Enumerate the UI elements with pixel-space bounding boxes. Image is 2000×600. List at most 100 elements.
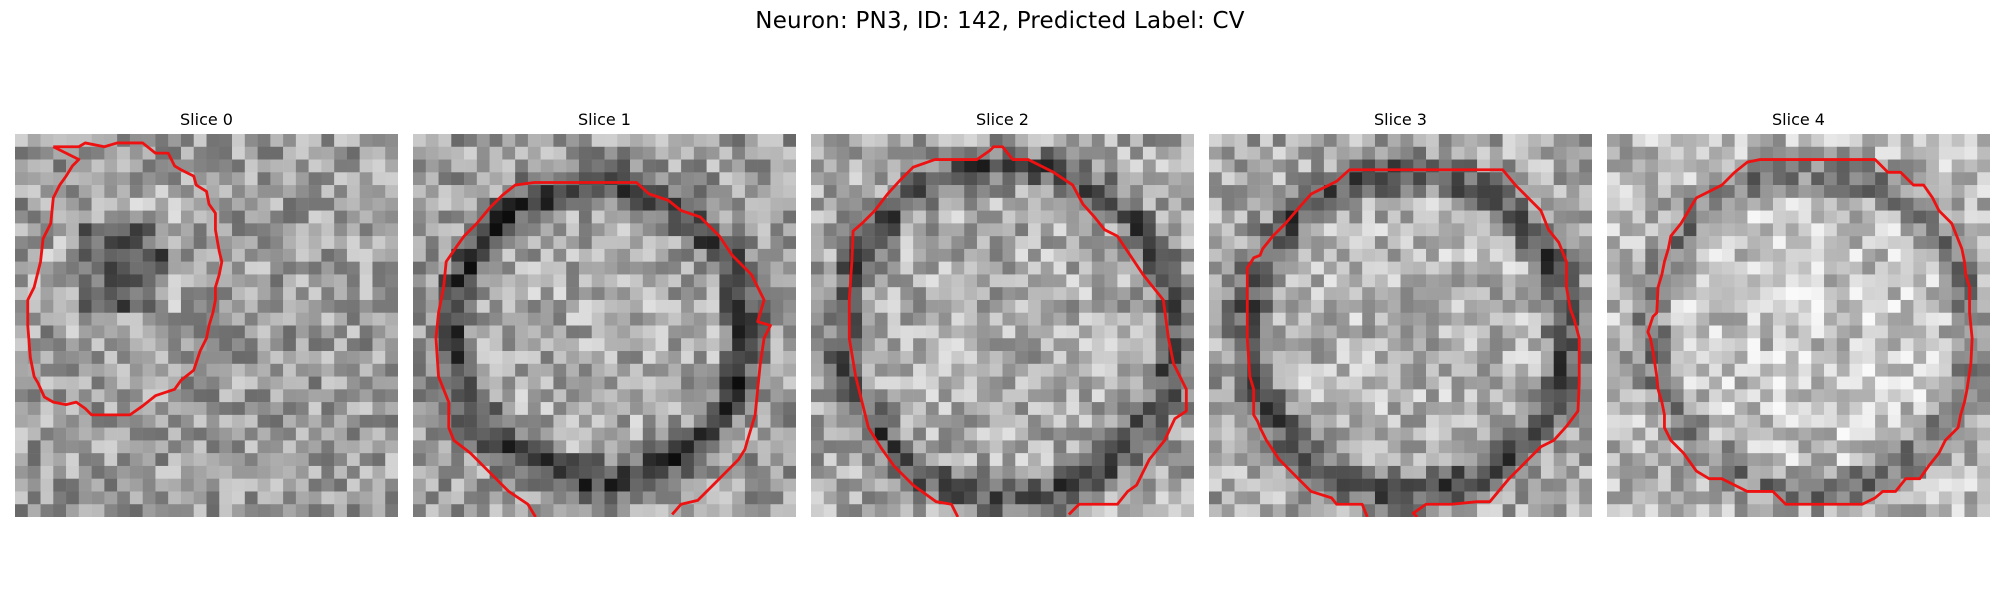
pixel [540,236,554,250]
pixel [668,453,682,467]
pixel [1938,491,1952,505]
pixel [1362,248,1376,262]
pixel [693,134,707,148]
pixel [1349,389,1363,403]
pixel [1028,236,1042,250]
pixel [1130,453,1144,467]
pixel [1413,389,1427,403]
pixel [732,414,746,428]
pixel [604,389,618,403]
pixel [706,414,720,428]
pixel [346,465,360,479]
pixel [1091,299,1105,313]
pixel [1260,376,1274,390]
pixel [1002,223,1016,237]
pixel [655,146,669,160]
pixel [1900,185,1914,199]
pixel [1142,312,1156,326]
pixel [321,389,335,403]
pixel [1155,491,1169,505]
pixel [219,312,233,326]
pixel [540,210,554,224]
pixel [1811,504,1825,517]
pixel [464,427,478,441]
pixel [938,338,952,352]
pixel [117,338,131,352]
pixel [642,453,656,467]
pixel [604,236,618,250]
pixel [1709,159,1723,173]
pixel [15,504,29,517]
pixel [1002,440,1016,454]
pixel [1477,146,1491,160]
pixel [1272,325,1286,339]
pixel [1951,478,1965,492]
pixel [732,351,746,365]
pixel [1400,287,1414,301]
pixel [321,134,335,148]
pixel [1951,389,1965,403]
pixel [1323,325,1337,339]
pixel [578,402,592,416]
pixel [1130,427,1144,441]
pixel [295,261,309,275]
pixel [1502,427,1516,441]
pixel [1734,185,1748,199]
pixel [91,427,105,441]
pixel [476,172,490,186]
pixel [1772,376,1786,390]
pixel [811,299,825,313]
pixel [1875,248,1889,262]
pixel [630,185,644,199]
pixel [668,172,682,186]
pixel [413,172,427,186]
pixel [1002,134,1016,148]
pixel [1553,185,1567,199]
pixel [66,363,80,377]
pixel [1451,236,1465,250]
pixel [925,236,939,250]
pixel [1400,274,1414,288]
pixel [655,491,669,505]
pixel [129,248,143,262]
pixel [1040,453,1054,467]
pixel [706,210,720,224]
pixel [913,197,927,211]
pixel [591,287,605,301]
pixel [464,389,478,403]
pixel [1209,504,1223,517]
pixel [451,299,465,313]
pixel [1670,299,1684,313]
pixel [257,338,271,352]
pixel [1260,504,1274,517]
pixel [1209,453,1223,467]
pixel [1632,491,1646,505]
pixel [168,299,182,313]
pixel [1951,351,1965,365]
pixel [951,402,965,416]
pixel [989,146,1003,160]
pixel [308,427,322,441]
pixel [1130,414,1144,428]
pixel [1709,376,1723,390]
pixel [1091,491,1105,505]
pixel [630,236,644,250]
pixel [15,197,29,211]
pixel [1079,504,1093,517]
pixel [1747,210,1761,224]
pixel [757,146,771,160]
pixel [1709,478,1723,492]
pixel [642,236,656,250]
pixel [91,504,105,517]
pixel [591,146,605,160]
pixel [1400,185,1414,199]
pixel [976,312,990,326]
pixel [655,363,669,377]
pixel [1709,299,1723,313]
pixel [1413,146,1427,160]
pixel [1400,172,1414,186]
pixel [1836,325,1850,339]
pixel [1951,338,1965,352]
pixel [1438,223,1452,237]
pixel [1619,312,1633,326]
